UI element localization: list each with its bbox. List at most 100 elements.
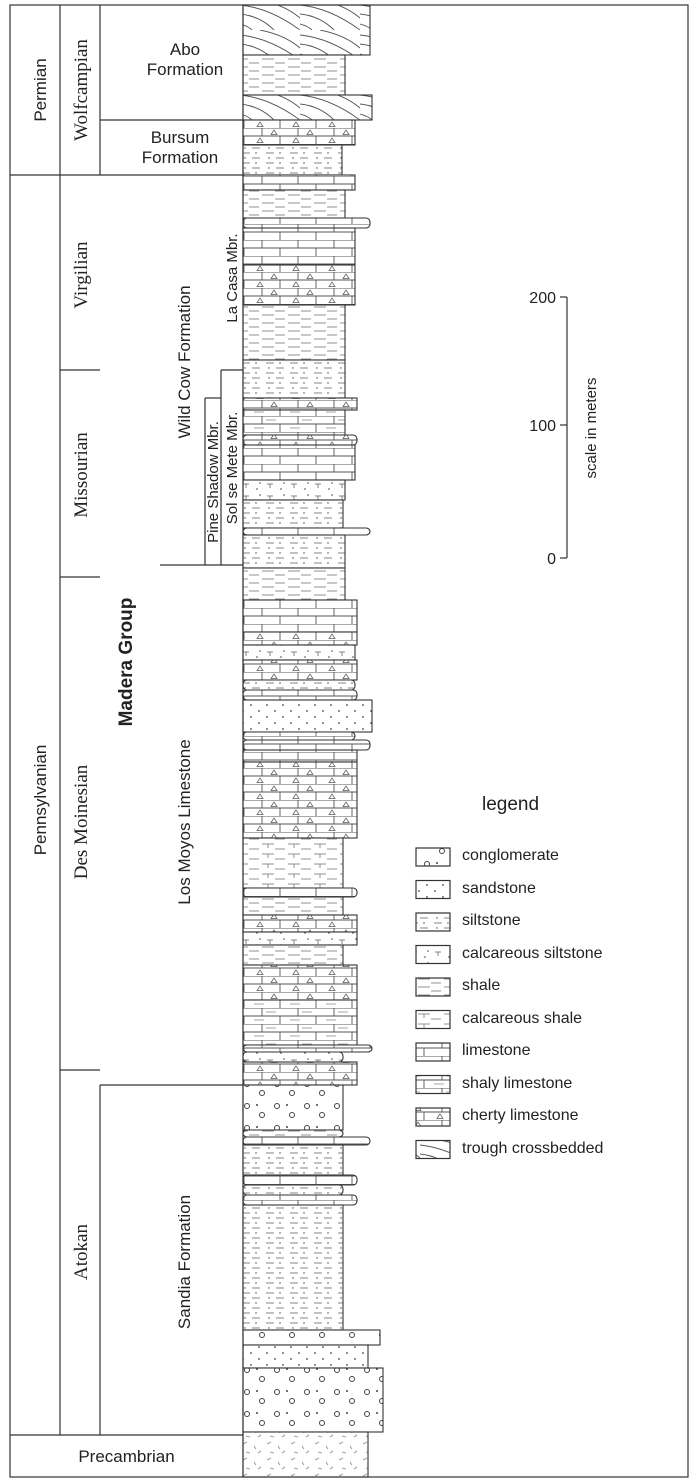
lithology-bed	[243, 700, 372, 732]
lithology-bed	[243, 945, 343, 965]
member-label: Pine Shadow Mbr.	[205, 421, 222, 543]
legend-swatch	[416, 1076, 450, 1094]
lithology-bed	[243, 55, 345, 95]
lithology-bed	[243, 398, 357, 410]
epoch-label: Wolfcampian	[71, 39, 92, 141]
legend-label: cherty limestone	[462, 1107, 579, 1125]
lithology-bed	[243, 445, 355, 480]
lithology-bed	[243, 95, 372, 120]
scale-tick-label: 200	[529, 290, 556, 307]
lithology-bed	[243, 190, 345, 218]
legend	[416, 848, 450, 1159]
lithology-bed	[243, 1368, 383, 1432]
lithology-bed	[243, 888, 357, 897]
lithology-bed	[243, 915, 357, 932]
legend-swatch	[416, 848, 450, 866]
lithology-bed	[243, 1175, 357, 1185]
legend-label: shale	[462, 977, 500, 995]
lithology-bed	[243, 732, 355, 740]
legend-swatch	[416, 913, 450, 931]
scale-label: scale in meters	[583, 378, 600, 479]
stratigraphic-column: Permian Pennsylvanian Wolfcampian Virgil…	[0, 0, 693, 1482]
lithology-bed	[243, 1085, 343, 1130]
legend-label: trough crossbedded	[462, 1140, 603, 1158]
epoch-label: Missourian	[71, 432, 92, 518]
legend-label: calcareous shale	[462, 1010, 582, 1028]
formation-label: Los Moyos Limestone	[175, 739, 194, 904]
lithology-bed	[243, 690, 357, 700]
lithology-bed	[243, 1130, 343, 1137]
lithology-bed	[243, 645, 355, 660]
period-label: Precambrian	[10, 1447, 243, 1467]
lithology-bed	[243, 1000, 357, 1045]
lithology-bed	[243, 1137, 370, 1145]
lithology-bed	[243, 568, 345, 600]
lithology-beds	[243, 5, 383, 1477]
lithology-bed	[243, 897, 343, 915]
lithology-bed	[243, 5, 370, 55]
lithology-bed	[243, 632, 357, 645]
lithology-bed	[243, 120, 355, 145]
lithology-bed	[243, 500, 343, 528]
legend-label: sandstone	[462, 880, 536, 898]
scale-tick-label: 100	[529, 418, 556, 435]
lithology-bed	[243, 762, 357, 838]
legend-swatch	[416, 1108, 450, 1126]
formation-label: Wild Cow Formation	[175, 285, 194, 438]
scale-bar	[560, 297, 567, 558]
legend-swatch	[416, 881, 450, 899]
period-label: Pennsylvanian	[31, 745, 50, 856]
lithology-bed	[243, 145, 342, 175]
lithology-bed	[243, 435, 357, 445]
lithology-bed	[243, 1145, 343, 1175]
lithology-bed	[243, 265, 355, 305]
formation-label: Bursum Formation	[125, 128, 235, 168]
member-label: La Casa Mbr.	[224, 233, 241, 322]
formation-label: Abo Formation	[130, 40, 240, 80]
lithology-bed	[243, 1330, 380, 1345]
lithology-bed	[243, 1345, 368, 1368]
lithology-bed	[243, 1045, 372, 1052]
lithology-bed	[243, 360, 345, 398]
group-label: Madera Group	[116, 598, 137, 727]
legend-swatch	[416, 1043, 450, 1061]
legend-swatch	[416, 1011, 450, 1029]
epoch-label: Des Moinesian	[71, 764, 92, 879]
lithology-bed	[243, 1052, 343, 1062]
legend-label: limestone	[462, 1042, 530, 1060]
lithology-bed	[243, 965, 357, 1000]
lithology-bed	[243, 660, 357, 680]
legend-swatch	[416, 1141, 450, 1159]
column-drawing: Permian Pennsylvanian Wolfcampian Virgil…	[0, 0, 693, 1482]
lithology-bed	[243, 600, 357, 632]
lithology-bed	[243, 535, 345, 568]
legend-swatch	[416, 946, 450, 964]
legend-label: calcareous siltstone	[462, 945, 603, 963]
lithology-bed	[243, 305, 345, 360]
legend-label: conglomerate	[462, 847, 559, 865]
lithology-bed	[243, 1195, 357, 1205]
lithology-bed	[243, 932, 357, 945]
lithology-bed	[243, 680, 355, 690]
lithology-bed	[243, 410, 345, 435]
lithology-bed	[243, 528, 370, 535]
scale-tick-label: 0	[547, 551, 556, 568]
lithology-bed	[243, 480, 345, 500]
lithology-bed	[243, 1185, 343, 1195]
lithology-bed	[243, 175, 355, 190]
legend-label: siltstone	[462, 912, 521, 930]
lithology-bed	[243, 750, 357, 762]
legend-label: shaly limestone	[462, 1075, 572, 1093]
lithology-bed	[243, 740, 370, 750]
legend-title: legend	[482, 794, 539, 816]
period-label: Permian	[31, 58, 50, 121]
lithology-bed	[243, 1062, 357, 1085]
epoch-label: Atokan	[71, 1224, 92, 1280]
lithology-bed	[243, 1432, 368, 1477]
formation-label: Sandia Formation	[175, 1195, 194, 1329]
lithology-bed	[243, 228, 355, 265]
lithology-bed	[243, 218, 370, 228]
member-label: Sol se Mete Mbr.	[224, 412, 241, 525]
epoch-label: Virgilian	[71, 241, 92, 309]
legend-swatch	[416, 978, 450, 996]
